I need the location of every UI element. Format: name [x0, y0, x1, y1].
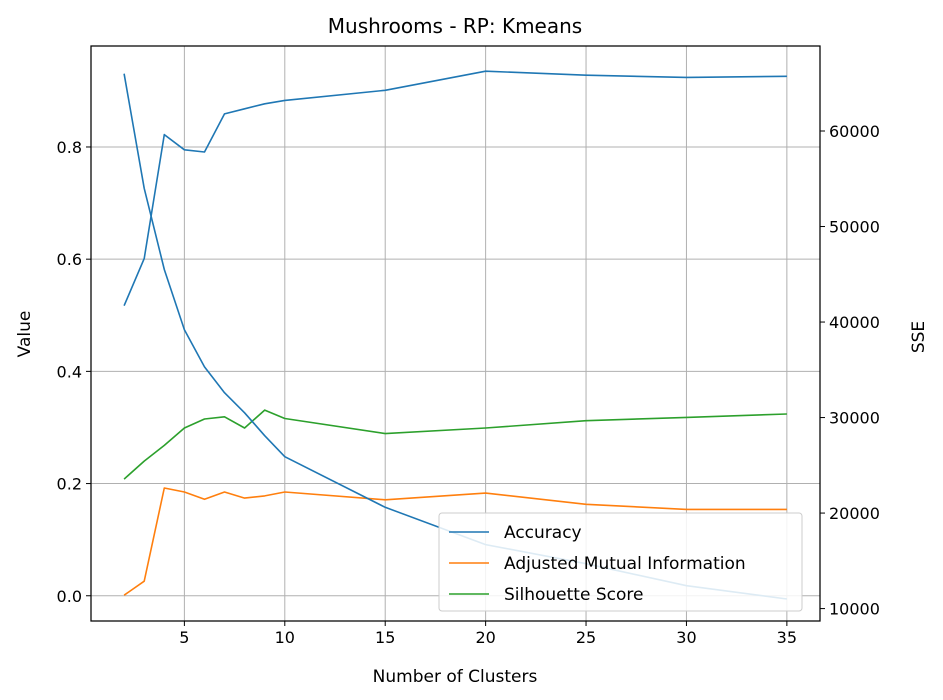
y2-tick-label: 20000 [829, 504, 880, 523]
x-tick-label: 20 [475, 628, 495, 647]
y2-tick-label: 30000 [829, 409, 880, 428]
y2-axis-title: SSE [909, 321, 929, 353]
y2-tick-label: 10000 [829, 600, 880, 619]
adjusted-mutual-information-line [123, 487, 787, 596]
accuracy-line [123, 70, 787, 307]
y-tick-label: 0.8 [57, 138, 82, 157]
x-tick-label: 25 [576, 628, 596, 647]
y-axis-title: Value [15, 311, 35, 358]
y-tick-label: 0.0 [57, 587, 82, 606]
legend-label: Silhouette Score [504, 585, 643, 605]
x-tick-label: 30 [676, 628, 696, 647]
silhouette-score-line [123, 409, 787, 480]
plot-frame [90, 45, 821, 622]
x-tick-label: 5 [179, 628, 189, 647]
y2-tick-label: 40000 [829, 313, 880, 332]
legend-label: Adjusted Mutual Information [504, 554, 746, 574]
chart-title: Mushrooms - RP: Kmeans [328, 14, 582, 38]
x-tick-label: 15 [375, 628, 395, 647]
y2-tick-label: 60000 [829, 122, 880, 141]
x-axis-title: Number of Clusters [373, 667, 538, 687]
x-tick-label: 35 [777, 628, 797, 647]
legend-label: Accuracy [504, 523, 582, 543]
y2-tick-label: 50000 [829, 218, 880, 237]
y-tick-label: 0.4 [57, 362, 82, 381]
y-tick-label: 0.2 [57, 475, 82, 494]
x-tick-label: 10 [275, 628, 295, 647]
legend-box [438, 512, 803, 612]
ticks: 5 10 15 20 25 30 35 0.0 0.2 0.4 0.6 0.8 10000 20000 30… [57, 122, 880, 647]
y-tick-label: 0.6 [57, 250, 82, 269]
grid [91, 46, 820, 621]
legend: Accuracy Adjusted Mutual Information Silho… [438, 512, 803, 612]
